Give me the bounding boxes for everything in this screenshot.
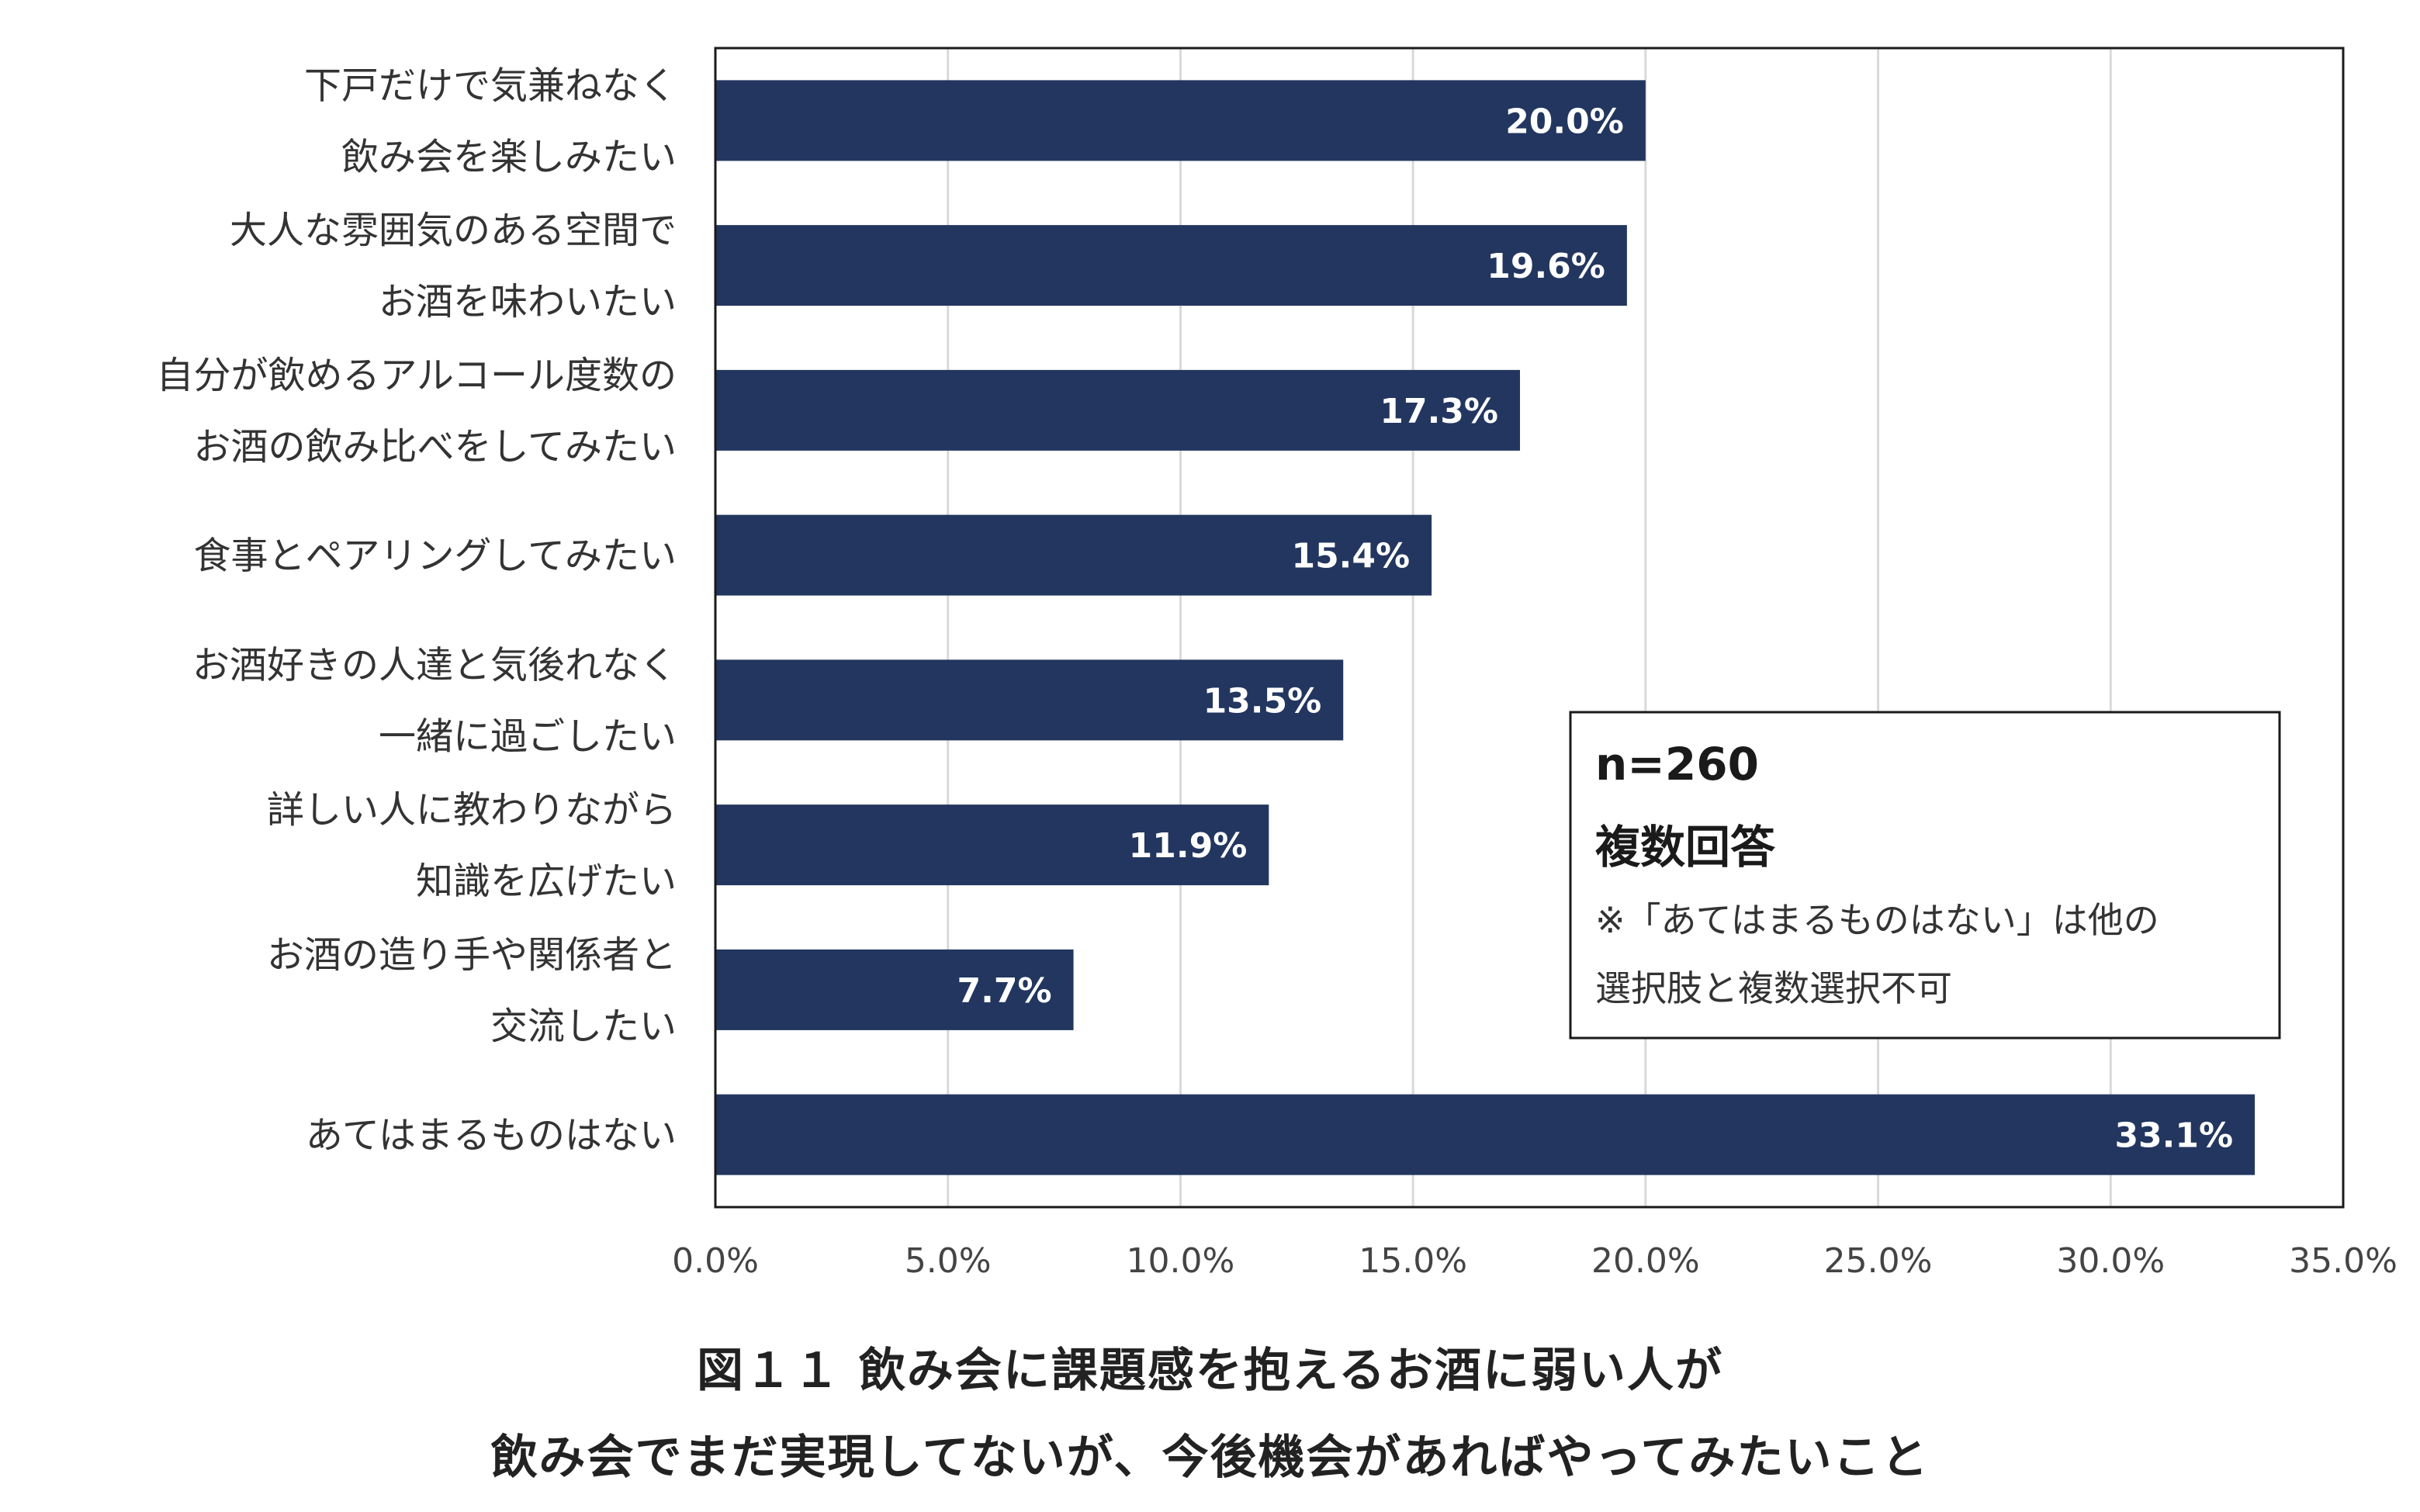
bar-value-label: 33.1% <box>2114 1116 2233 1156</box>
x-tick-label: 30.0% <box>2056 1241 2165 1281</box>
x-tick-label: 20.0% <box>1591 1241 1700 1281</box>
bar-value-label: 7.7% <box>957 971 1052 1011</box>
category-label: 大人な雰囲気のある空間で <box>230 209 677 252</box>
bar-value-label: 20.0% <box>1505 102 1624 141</box>
annotation-line-multiple-answers: 複数回答 <box>1595 821 1776 874</box>
bar-value-label: 15.4% <box>1291 537 1410 576</box>
bar <box>715 659 1344 741</box>
category-label: お酒の飲み比べをしてみたい <box>193 425 677 469</box>
category-label: 飲み会を楽しみたい <box>341 135 677 178</box>
bar <box>715 514 1432 596</box>
figure-caption-line-1: 図１１ 飲み会に課題感を抱えるお酒に弱い人が <box>696 1344 1724 1398</box>
bar <box>715 949 1074 1030</box>
category-label: 一緒に過ごしたい <box>379 714 677 758</box>
x-tick-label: 35.0% <box>2289 1241 2397 1281</box>
x-axis-tick-labels: 0.0% 5.0% 10.0% 15.0% 20.0% 25.0% 30.0% 35.0% <box>672 1241 2397 1281</box>
category-labels: 下戸だけで気兼ねなく飲み会を楽しみたい大人な雰囲気のある空間でお酒を味わいたい自… <box>156 64 677 1157</box>
x-tick-label: 0.0% <box>672 1241 759 1281</box>
category-label: 知識を広げたい <box>416 860 677 903</box>
annotation-line-sample-size: n=260 <box>1595 738 1759 791</box>
bar <box>715 225 1627 306</box>
category-label: あてはまるものはない <box>306 1114 677 1157</box>
bar <box>715 80 1646 161</box>
bar <box>715 1094 2256 1175</box>
category-label: 食事とペアリングしてみたい <box>193 535 677 578</box>
category-label: お酒を味わいたい <box>379 280 677 324</box>
annotation-box: n=260 複数回答 ※「あてはまるものはない」は他の 選択肢と複数選択不可 <box>1569 711 2281 1040</box>
x-tick-label: 15.0% <box>1359 1241 1467 1281</box>
bar-value-label: 19.6% <box>1487 247 1605 286</box>
category-label: 詳しい人に教わりながら <box>267 788 677 832</box>
category-label: 交流したい <box>490 1005 677 1048</box>
bar <box>715 369 1521 451</box>
x-tick-label: 10.0% <box>1127 1241 1235 1281</box>
category-label: お酒好きの人達と気後れなく <box>192 643 677 687</box>
x-tick-label: 5.0% <box>905 1241 992 1281</box>
bars: 20.0% 19.6% 17.3% 15.4% 13.5% 11.9% 7.7% 33.1% <box>715 80 2256 1175</box>
bar-value-label: 17.3% <box>1380 392 1498 431</box>
plot-area-border <box>714 47 2345 1209</box>
category-label: 下戸だけで気兼ねなく <box>304 64 677 107</box>
x-tick-label: 25.0% <box>1824 1241 1933 1281</box>
bar-value-label: 13.5% <box>1203 681 1322 721</box>
category-label: お酒の造り手や関係者と <box>267 933 677 977</box>
annotation-line-note-1: ※「あてはまるものはない」は他の <box>1595 899 2159 941</box>
figure-caption-line-2: 飲み会でまだ実現してないが、今後機会があればやってみたいこと <box>490 1431 1930 1485</box>
bar-value-label: 11.9% <box>1129 826 1248 866</box>
category-label: 自分が飲めるアルコール度数の <box>156 354 677 397</box>
bar <box>715 804 1269 886</box>
annotation-line-note-2: 選択肢と複数選択不可 <box>1595 967 1952 1009</box>
